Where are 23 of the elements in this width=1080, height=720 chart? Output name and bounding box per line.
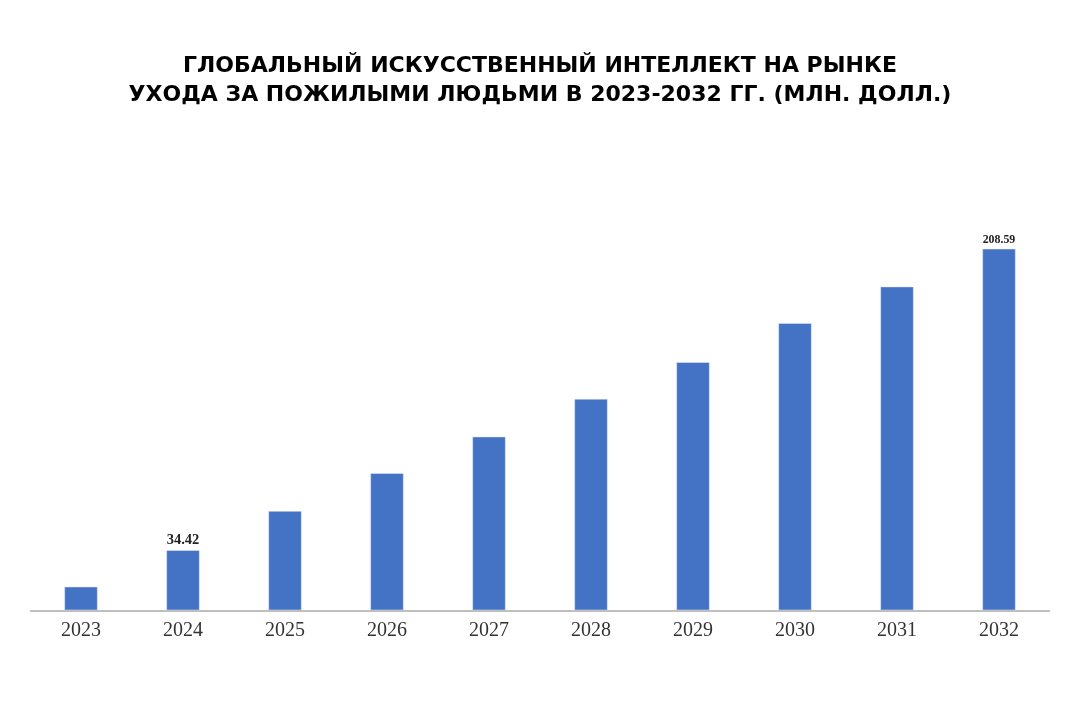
x-tick-label: 2024 [163,618,203,640]
bar [880,286,914,610]
bar [676,362,710,610]
x-tick-label: 2026 [367,618,407,640]
bar [268,511,302,610]
x-tick-label: 2029 [673,618,713,640]
bar [370,473,404,610]
x-tick-label: 2028 [571,618,611,640]
chart-title: ГЛОБАЛЬНЫЙ ИСКУССТВЕННЫЙ ИНТЕЛЛЕКТ НА РЫНКЕ УХОДА ЗА ПОЖИЛЫМИ ЛЮДЬМИ В 2023-2032 ГГ. (МЛН. ДОЛЛ.) [128,52,952,106]
x-tick-label: 2027 [469,618,509,640]
bar [64,586,98,610]
x-tick-label: 2032 [979,618,1019,640]
bar [982,248,1016,610]
x-tick-label: 2023 [61,618,101,640]
x-tick-label: 2030 [775,618,815,640]
x-tick-label: 2031 [877,618,917,640]
bar [778,323,812,610]
bar [574,398,608,610]
bar [472,436,506,610]
x-tick-label: 2025 [265,618,305,640]
data-label: 34.42 [166,531,200,548]
bar [166,550,200,610]
data-label: 208.59 [982,232,1016,247]
